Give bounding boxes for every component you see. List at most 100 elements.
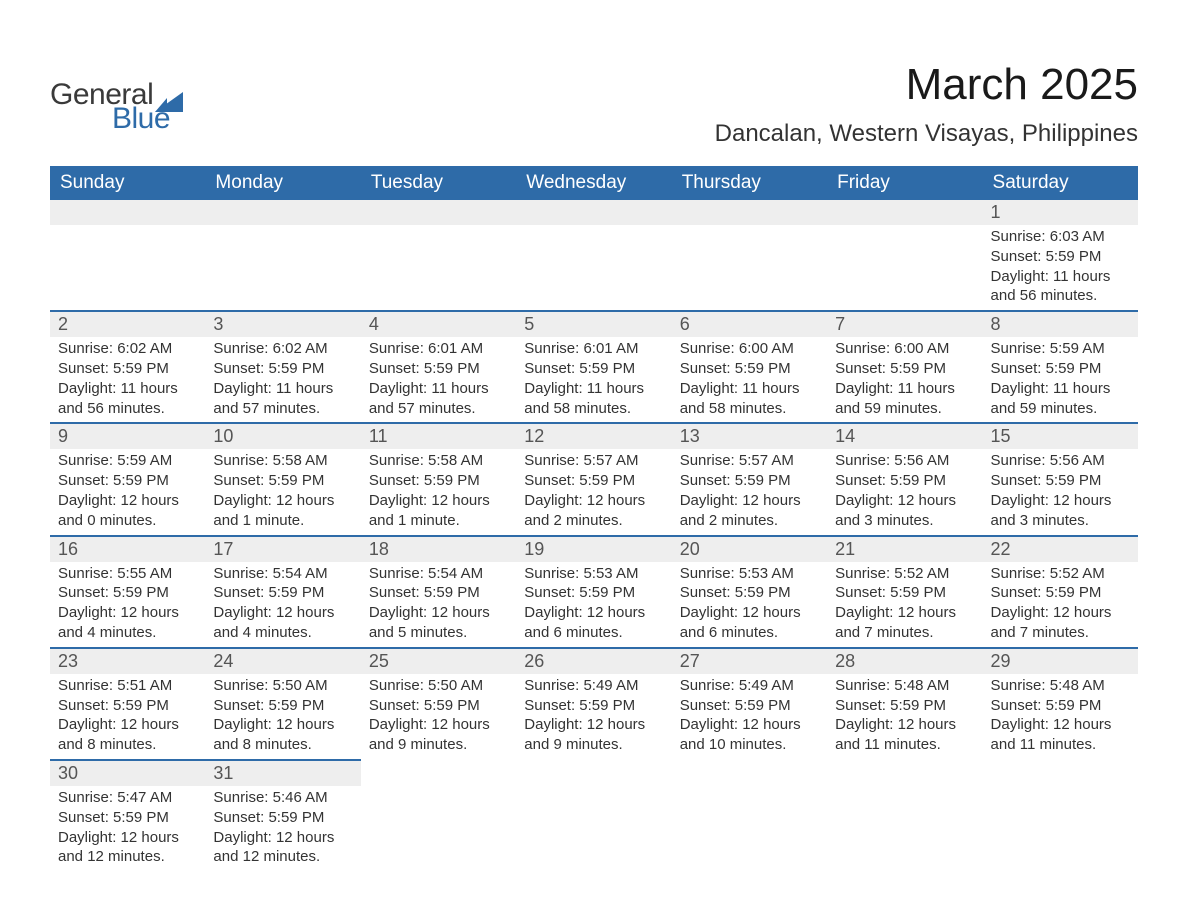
calendar-cell: 30Sunrise: 5:47 AMSunset: 5:59 PMDayligh… [50, 760, 205, 871]
day-detail-line: Sunset: 5:59 PM [524, 471, 663, 491]
day-detail-line: Daylight: 12 hours [835, 715, 974, 735]
brand-logo: General Blue [50, 60, 183, 136]
day-detail-line: Sunrise: 5:58 AM [369, 451, 508, 471]
location-subtitle: Dancalan, Western Visayas, Philippines [715, 120, 1138, 148]
day-number: 29 [983, 649, 1138, 674]
day-details: Sunrise: 6:01 AMSunset: 5:59 PMDaylight:… [361, 337, 516, 422]
day-detail-line: and 3 minutes. [991, 511, 1130, 531]
day-number: 3 [205, 312, 360, 337]
calendar-cell: 1Sunrise: 6:03 AMSunset: 5:59 PMDaylight… [983, 200, 1138, 311]
day-details: Sunrise: 5:59 AMSunset: 5:59 PMDaylight:… [983, 337, 1138, 422]
day-detail-line: Sunrise: 6:01 AM [369, 339, 508, 359]
day-number: 18 [361, 537, 516, 562]
day-number: 30 [50, 761, 205, 786]
day-detail-line: Daylight: 12 hours [213, 828, 352, 848]
day-detail-line: and 2 minutes. [680, 511, 819, 531]
day-detail-line: and 7 minutes. [991, 623, 1130, 643]
day-detail-line: Sunset: 5:59 PM [58, 583, 197, 603]
day-detail-line: Daylight: 12 hours [680, 603, 819, 623]
day-detail-line: Sunset: 5:59 PM [213, 808, 352, 828]
day-detail-line: Sunset: 5:59 PM [991, 359, 1130, 379]
day-detail-line: Daylight: 11 hours [991, 379, 1130, 399]
calendar-cell [672, 760, 827, 871]
calendar-cell: 11Sunrise: 5:58 AMSunset: 5:59 PMDayligh… [361, 423, 516, 535]
day-detail-line: and 12 minutes. [58, 847, 197, 867]
day-number [50, 200, 205, 225]
day-number [361, 200, 516, 225]
day-detail-line: and 58 minutes. [680, 399, 819, 419]
day-detail-line: Daylight: 11 hours [369, 379, 508, 399]
day-detail-line: Sunrise: 5:48 AM [835, 676, 974, 696]
brand-word-blue: Blue [112, 102, 183, 136]
calendar-cell: 5Sunrise: 6:01 AMSunset: 5:59 PMDaylight… [516, 311, 671, 423]
day-detail-line: and 9 minutes. [369, 735, 508, 755]
day-detail-line: Sunset: 5:59 PM [58, 696, 197, 716]
day-details [516, 225, 671, 305]
day-header: Saturday [983, 166, 1138, 200]
calendar-cell [50, 200, 205, 311]
calendar-week-row: 23Sunrise: 5:51 AMSunset: 5:59 PMDayligh… [50, 648, 1138, 760]
day-header: Friday [827, 166, 982, 200]
day-detail-line: Daylight: 12 hours [369, 603, 508, 623]
day-details: Sunrise: 5:54 AMSunset: 5:59 PMDaylight:… [205, 562, 360, 647]
calendar-cell: 15Sunrise: 5:56 AMSunset: 5:59 PMDayligh… [983, 423, 1138, 535]
day-detail-line: and 2 minutes. [524, 511, 663, 531]
day-detail-line: Sunset: 5:59 PM [58, 359, 197, 379]
calendar-cell: 8Sunrise: 5:59 AMSunset: 5:59 PMDaylight… [983, 311, 1138, 423]
day-detail-line: Sunrise: 6:01 AM [524, 339, 663, 359]
day-details: Sunrise: 5:46 AMSunset: 5:59 PMDaylight:… [205, 786, 360, 871]
day-detail-line: and 57 minutes. [369, 399, 508, 419]
day-detail-line: Sunrise: 6:03 AM [991, 227, 1130, 247]
day-number: 31 [205, 761, 360, 786]
calendar-cell: 12Sunrise: 5:57 AMSunset: 5:59 PMDayligh… [516, 423, 671, 535]
day-number: 17 [205, 537, 360, 562]
day-detail-line: Sunrise: 5:50 AM [213, 676, 352, 696]
day-detail-line: and 8 minutes. [58, 735, 197, 755]
day-detail-line: and 1 minute. [213, 511, 352, 531]
day-detail-line: Daylight: 12 hours [213, 491, 352, 511]
day-number [672, 200, 827, 225]
day-details: Sunrise: 6:00 AMSunset: 5:59 PMDaylight:… [672, 337, 827, 422]
day-detail-line: Daylight: 11 hours [680, 379, 819, 399]
day-detail-line: Sunrise: 5:49 AM [680, 676, 819, 696]
day-details: Sunrise: 5:58 AMSunset: 5:59 PMDaylight:… [205, 449, 360, 534]
day-detail-line: Daylight: 12 hours [58, 828, 197, 848]
day-details: Sunrise: 5:56 AMSunset: 5:59 PMDaylight:… [983, 449, 1138, 534]
day-detail-line: Daylight: 12 hours [524, 491, 663, 511]
day-detail-line: Sunrise: 5:52 AM [991, 564, 1130, 584]
day-detail-line: Sunset: 5:59 PM [991, 696, 1130, 716]
day-detail-line: Daylight: 12 hours [524, 715, 663, 735]
calendar-cell: 4Sunrise: 6:01 AMSunset: 5:59 PMDaylight… [361, 311, 516, 423]
day-details: Sunrise: 6:03 AMSunset: 5:59 PMDaylight:… [983, 225, 1138, 310]
day-detail-line: Sunset: 5:59 PM [524, 359, 663, 379]
day-detail-line: Daylight: 12 hours [213, 715, 352, 735]
day-detail-line: Daylight: 12 hours [835, 491, 974, 511]
calendar-cell: 25Sunrise: 5:50 AMSunset: 5:59 PMDayligh… [361, 648, 516, 760]
day-details: Sunrise: 5:51 AMSunset: 5:59 PMDaylight:… [50, 674, 205, 759]
calendar-cell: 28Sunrise: 5:48 AMSunset: 5:59 PMDayligh… [827, 648, 982, 760]
calendar-cell: 10Sunrise: 5:58 AMSunset: 5:59 PMDayligh… [205, 423, 360, 535]
day-detail-line: Sunrise: 5:59 AM [991, 339, 1130, 359]
day-detail-line: Sunrise: 5:58 AM [213, 451, 352, 471]
day-detail-line: Sunrise: 6:02 AM [58, 339, 197, 359]
day-details: Sunrise: 5:57 AMSunset: 5:59 PMDaylight:… [672, 449, 827, 534]
day-details [672, 760, 827, 840]
calendar-cell [361, 200, 516, 311]
day-detail-line: Sunrise: 5:54 AM [369, 564, 508, 584]
day-details: Sunrise: 6:01 AMSunset: 5:59 PMDaylight:… [516, 337, 671, 422]
day-detail-line: Daylight: 11 hours [991, 267, 1130, 287]
day-details [361, 760, 516, 840]
day-details: Sunrise: 5:50 AMSunset: 5:59 PMDaylight:… [361, 674, 516, 759]
day-detail-line: and 56 minutes. [991, 286, 1130, 306]
day-detail-line: Sunrise: 5:53 AM [680, 564, 819, 584]
day-details: Sunrise: 5:52 AMSunset: 5:59 PMDaylight:… [983, 562, 1138, 647]
day-detail-line: Sunrise: 5:47 AM [58, 788, 197, 808]
day-number: 4 [361, 312, 516, 337]
day-detail-line: Sunset: 5:59 PM [213, 583, 352, 603]
day-details: Sunrise: 5:58 AMSunset: 5:59 PMDaylight:… [361, 449, 516, 534]
calendar-cell: 31Sunrise: 5:46 AMSunset: 5:59 PMDayligh… [205, 760, 360, 871]
calendar-cell: 3Sunrise: 6:02 AMSunset: 5:59 PMDaylight… [205, 311, 360, 423]
day-detail-line: and 9 minutes. [524, 735, 663, 755]
day-detail-line: Sunrise: 5:56 AM [991, 451, 1130, 471]
day-number: 2 [50, 312, 205, 337]
